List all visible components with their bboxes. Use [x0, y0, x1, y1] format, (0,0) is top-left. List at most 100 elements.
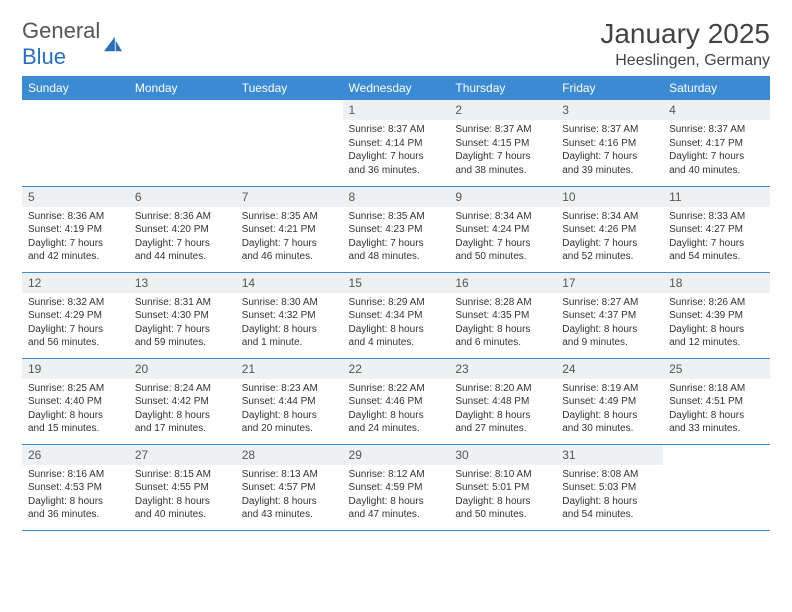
- brand-logo: General Blue: [22, 18, 124, 70]
- day-content: Sunrise: 8:29 AMSunset: 4:34 PMDaylight:…: [343, 293, 450, 354]
- calendar-cell: 4Sunrise: 8:37 AMSunset: 4:17 PMDaylight…: [663, 100, 770, 186]
- sail-icon: [102, 35, 124, 53]
- day-number: 28: [236, 445, 343, 465]
- day-number: 16: [449, 273, 556, 293]
- calendar-cell: 3Sunrise: 8:37 AMSunset: 4:16 PMDaylight…: [556, 100, 663, 186]
- calendar-cell: 18Sunrise: 8:26 AMSunset: 4:39 PMDayligh…: [663, 272, 770, 358]
- day-number: 27: [129, 445, 236, 465]
- weekday-header: Saturday: [663, 76, 770, 100]
- day-number: [129, 100, 236, 120]
- calendar-cell: 7Sunrise: 8:35 AMSunset: 4:21 PMDaylight…: [236, 186, 343, 272]
- day-number: 8: [343, 187, 450, 207]
- brand-text-1: General: [22, 18, 100, 43]
- calendar-cell: 23Sunrise: 8:20 AMSunset: 4:48 PMDayligh…: [449, 358, 556, 444]
- day-content: Sunrise: 8:34 AMSunset: 4:24 PMDaylight:…: [449, 207, 556, 268]
- day-content: Sunrise: 8:13 AMSunset: 4:57 PMDaylight:…: [236, 465, 343, 526]
- calendar-cell: 2Sunrise: 8:37 AMSunset: 4:15 PMDaylight…: [449, 100, 556, 186]
- day-number: 17: [556, 273, 663, 293]
- calendar-cell: 1Sunrise: 8:37 AMSunset: 4:14 PMDaylight…: [343, 100, 450, 186]
- location: Heeslingen, Germany: [600, 52, 770, 70]
- day-number: 4: [663, 100, 770, 120]
- calendar-cell: 11Sunrise: 8:33 AMSunset: 4:27 PMDayligh…: [663, 186, 770, 272]
- calendar-cell: 9Sunrise: 8:34 AMSunset: 4:24 PMDaylight…: [449, 186, 556, 272]
- calendar-cell: 6Sunrise: 8:36 AMSunset: 4:20 PMDaylight…: [129, 186, 236, 272]
- day-content: Sunrise: 8:37 AMSunset: 4:15 PMDaylight:…: [449, 120, 556, 181]
- day-content: Sunrise: 8:22 AMSunset: 4:46 PMDaylight:…: [343, 379, 450, 440]
- calendar-cell: 17Sunrise: 8:27 AMSunset: 4:37 PMDayligh…: [556, 272, 663, 358]
- day-content: Sunrise: 8:20 AMSunset: 4:48 PMDaylight:…: [449, 379, 556, 440]
- day-number: 3: [556, 100, 663, 120]
- brand-text: General Blue: [22, 18, 100, 70]
- day-content: Sunrise: 8:36 AMSunset: 4:20 PMDaylight:…: [129, 207, 236, 268]
- calendar-cell: 28Sunrise: 8:13 AMSunset: 4:57 PMDayligh…: [236, 444, 343, 530]
- calendar-cell: 31Sunrise: 8:08 AMSunset: 5:03 PMDayligh…: [556, 444, 663, 530]
- calendar-cell: 15Sunrise: 8:29 AMSunset: 4:34 PMDayligh…: [343, 272, 450, 358]
- day-content: Sunrise: 8:24 AMSunset: 4:42 PMDaylight:…: [129, 379, 236, 440]
- calendar-cell: 12Sunrise: 8:32 AMSunset: 4:29 PMDayligh…: [22, 272, 129, 358]
- weekday-header: Thursday: [449, 76, 556, 100]
- calendar-cell: 20Sunrise: 8:24 AMSunset: 4:42 PMDayligh…: [129, 358, 236, 444]
- day-content: Sunrise: 8:26 AMSunset: 4:39 PMDaylight:…: [663, 293, 770, 354]
- calendar-cell: 29Sunrise: 8:12 AMSunset: 4:59 PMDayligh…: [343, 444, 450, 530]
- day-number: 24: [556, 359, 663, 379]
- day-content: Sunrise: 8:10 AMSunset: 5:01 PMDaylight:…: [449, 465, 556, 526]
- day-number: 15: [343, 273, 450, 293]
- day-number: 14: [236, 273, 343, 293]
- day-content: Sunrise: 8:27 AMSunset: 4:37 PMDaylight:…: [556, 293, 663, 354]
- calendar-cell: 19Sunrise: 8:25 AMSunset: 4:40 PMDayligh…: [22, 358, 129, 444]
- day-number: [236, 100, 343, 120]
- title-block: January 2025 Heeslingen, Germany: [600, 18, 770, 70]
- day-content: Sunrise: 8:35 AMSunset: 4:23 PMDaylight:…: [343, 207, 450, 268]
- calendar-cell: 5Sunrise: 8:36 AMSunset: 4:19 PMDaylight…: [22, 186, 129, 272]
- brand-text-2: Blue: [22, 44, 66, 69]
- day-number: [22, 100, 129, 120]
- calendar-table: SundayMondayTuesdayWednesdayThursdayFrid…: [22, 76, 770, 531]
- calendar-cell: 30Sunrise: 8:10 AMSunset: 5:01 PMDayligh…: [449, 444, 556, 530]
- calendar-week: 5Sunrise: 8:36 AMSunset: 4:19 PMDaylight…: [22, 186, 770, 272]
- day-number: 12: [22, 273, 129, 293]
- calendar-cell: 8Sunrise: 8:35 AMSunset: 4:23 PMDaylight…: [343, 186, 450, 272]
- day-number: 21: [236, 359, 343, 379]
- calendar-body: 1Sunrise: 8:37 AMSunset: 4:14 PMDaylight…: [22, 100, 770, 530]
- calendar-cell: [22, 100, 129, 186]
- calendar-cell: 27Sunrise: 8:15 AMSunset: 4:55 PMDayligh…: [129, 444, 236, 530]
- day-content: Sunrise: 8:15 AMSunset: 4:55 PMDaylight:…: [129, 465, 236, 526]
- day-content: Sunrise: 8:33 AMSunset: 4:27 PMDaylight:…: [663, 207, 770, 268]
- day-content: Sunrise: 8:32 AMSunset: 4:29 PMDaylight:…: [22, 293, 129, 354]
- day-number: 19: [22, 359, 129, 379]
- calendar-head: SundayMondayTuesdayWednesdayThursdayFrid…: [22, 76, 770, 100]
- month-title: January 2025: [600, 18, 770, 50]
- day-number: 26: [22, 445, 129, 465]
- day-content: Sunrise: 8:37 AMSunset: 4:17 PMDaylight:…: [663, 120, 770, 181]
- day-number: 6: [129, 187, 236, 207]
- day-content: Sunrise: 8:31 AMSunset: 4:30 PMDaylight:…: [129, 293, 236, 354]
- calendar-week: 1Sunrise: 8:37 AMSunset: 4:14 PMDaylight…: [22, 100, 770, 186]
- day-content: Sunrise: 8:18 AMSunset: 4:51 PMDaylight:…: [663, 379, 770, 440]
- calendar-week: 26Sunrise: 8:16 AMSunset: 4:53 PMDayligh…: [22, 444, 770, 530]
- day-content: Sunrise: 8:08 AMSunset: 5:03 PMDaylight:…: [556, 465, 663, 526]
- calendar-cell: 10Sunrise: 8:34 AMSunset: 4:26 PMDayligh…: [556, 186, 663, 272]
- day-number: 29: [343, 445, 450, 465]
- weekday-header: Tuesday: [236, 76, 343, 100]
- day-content: Sunrise: 8:37 AMSunset: 4:16 PMDaylight:…: [556, 120, 663, 181]
- day-number: [663, 445, 770, 465]
- day-number: 9: [449, 187, 556, 207]
- day-number: 23: [449, 359, 556, 379]
- day-number: 22: [343, 359, 450, 379]
- calendar-cell: [236, 100, 343, 186]
- day-content: Sunrise: 8:16 AMSunset: 4:53 PMDaylight:…: [22, 465, 129, 526]
- calendar-cell: 21Sunrise: 8:23 AMSunset: 4:44 PMDayligh…: [236, 358, 343, 444]
- day-content: Sunrise: 8:12 AMSunset: 4:59 PMDaylight:…: [343, 465, 450, 526]
- day-content: Sunrise: 8:25 AMSunset: 4:40 PMDaylight:…: [22, 379, 129, 440]
- calendar-cell: [129, 100, 236, 186]
- day-number: 10: [556, 187, 663, 207]
- day-content: Sunrise: 8:36 AMSunset: 4:19 PMDaylight:…: [22, 207, 129, 268]
- calendar-week: 19Sunrise: 8:25 AMSunset: 4:40 PMDayligh…: [22, 358, 770, 444]
- day-content: Sunrise: 8:35 AMSunset: 4:21 PMDaylight:…: [236, 207, 343, 268]
- weekday-row: SundayMondayTuesdayWednesdayThursdayFrid…: [22, 76, 770, 100]
- weekday-header: Monday: [129, 76, 236, 100]
- day-number: 20: [129, 359, 236, 379]
- day-content: Sunrise: 8:19 AMSunset: 4:49 PMDaylight:…: [556, 379, 663, 440]
- weekday-header: Friday: [556, 76, 663, 100]
- day-number: 5: [22, 187, 129, 207]
